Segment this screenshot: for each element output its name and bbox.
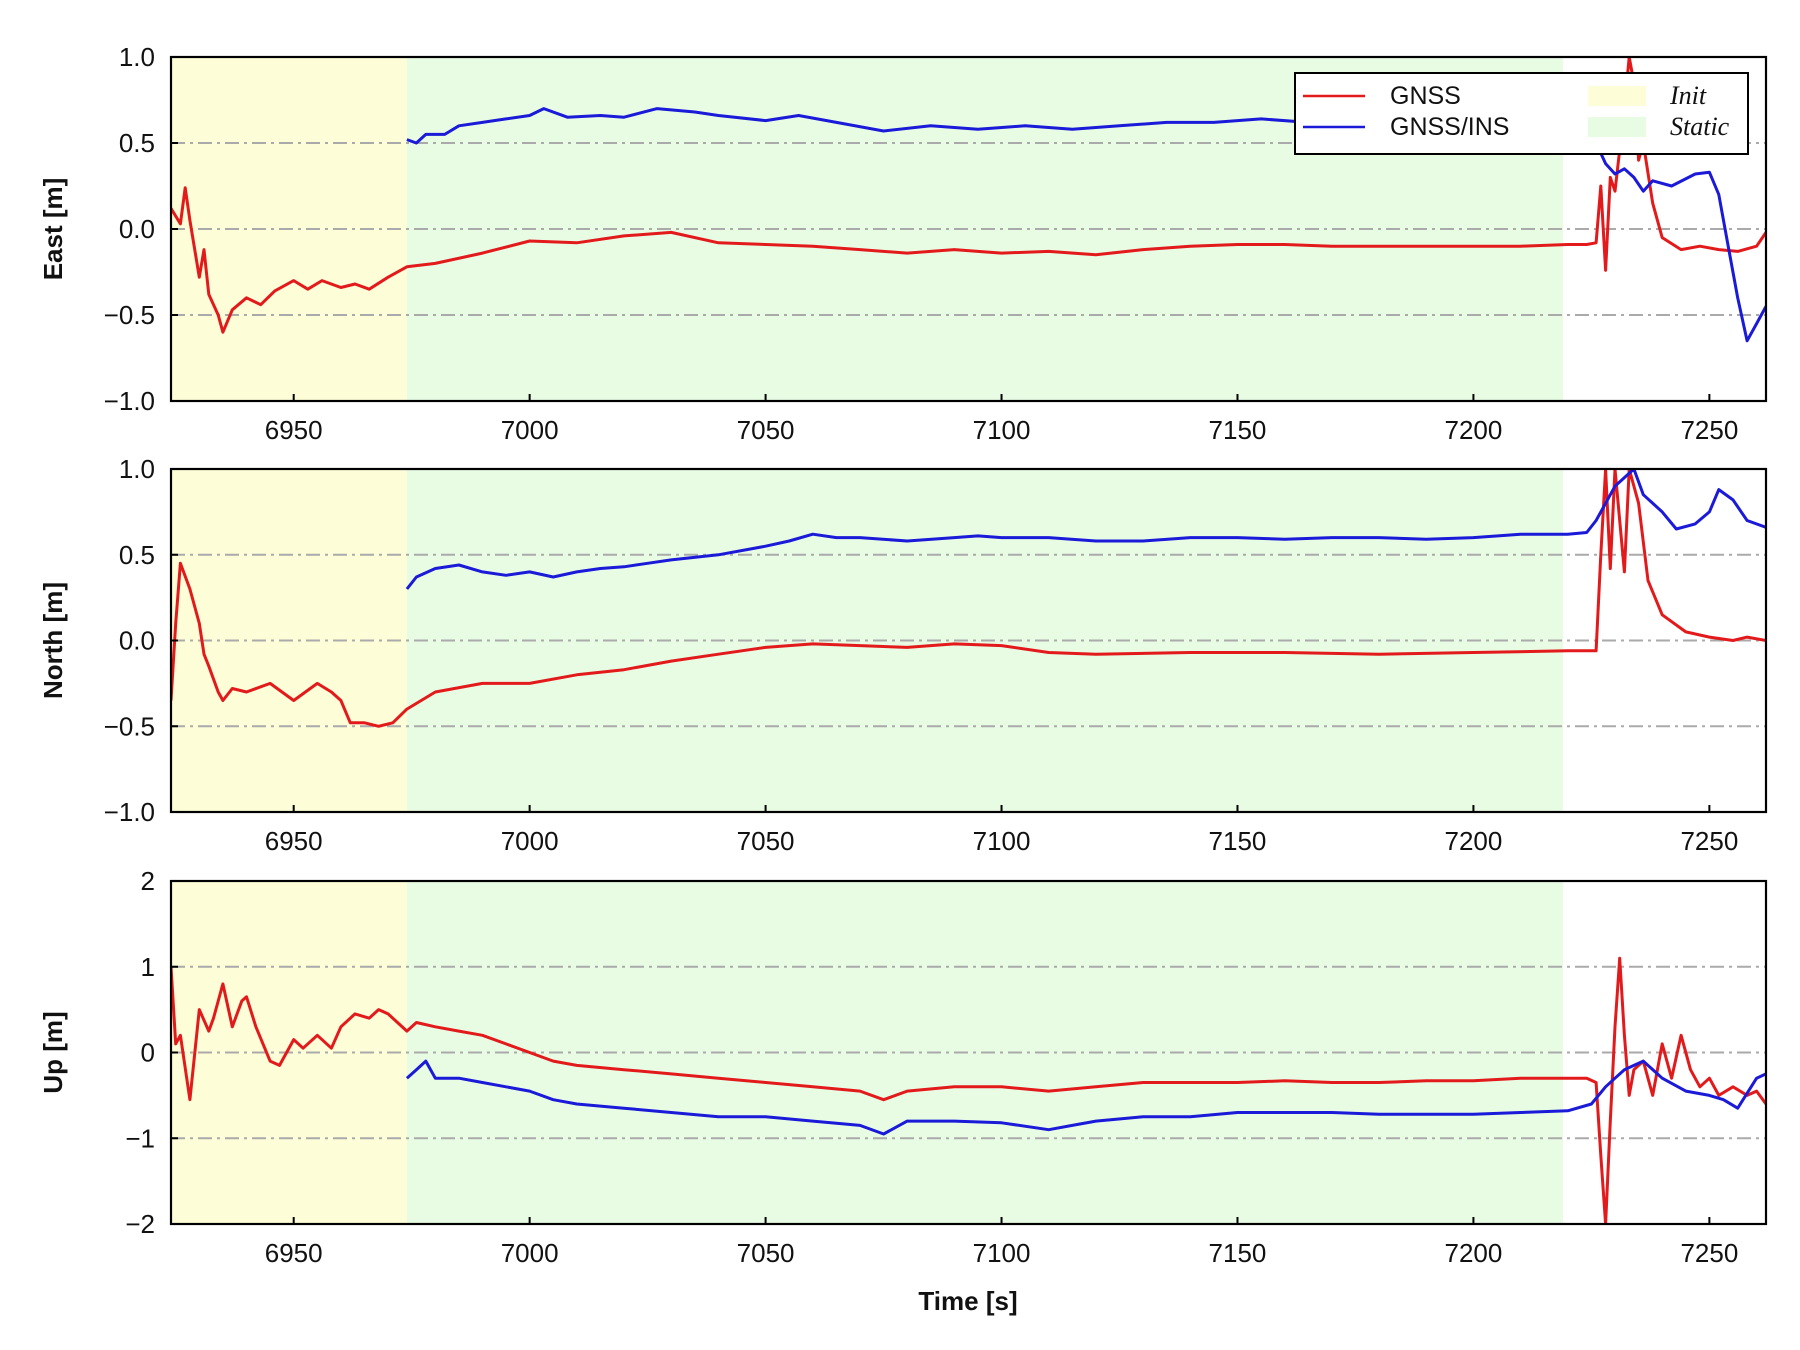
legend-init-swatch xyxy=(1588,86,1646,106)
north-xtick-label: 7100 xyxy=(973,826,1031,856)
north-ytick-label: 0.5 xyxy=(119,540,155,570)
east-ytick-label: −0.5 xyxy=(104,300,155,330)
east-xtick-label: 7150 xyxy=(1209,415,1267,445)
up-ytick-label: −2 xyxy=(125,1209,155,1239)
north-xtick-label: 7000 xyxy=(501,826,559,856)
up-ytick-label: 2 xyxy=(141,866,155,896)
legend-gnssins-label: GNSS/INS xyxy=(1390,113,1509,141)
north-xtick-label: 7150 xyxy=(1209,826,1267,856)
up-ylabel: Up [m] xyxy=(38,1011,68,1093)
east-xtick-label: 7050 xyxy=(737,415,795,445)
east-ytick-label: 0.5 xyxy=(119,128,155,158)
north-ytick-label: 1.0 xyxy=(119,454,155,484)
north-xtick-label: 7200 xyxy=(1445,826,1503,856)
up-ytick-label: 1 xyxy=(141,952,155,982)
north-ytick-label: 0.0 xyxy=(119,626,155,656)
east-ytick-label: 0.0 xyxy=(119,214,155,244)
up-series-gnss xyxy=(171,956,1766,1224)
up-xtick-label: 7100 xyxy=(973,1238,1031,1268)
east-ytick-label: 1.0 xyxy=(119,42,155,72)
north-xtick-label: 7250 xyxy=(1680,826,1738,856)
xlabel: Time [s] xyxy=(918,1286,1017,1316)
north-ylabel: North [m] xyxy=(38,582,68,699)
north-xtick-label: 6950 xyxy=(265,826,323,856)
east-series-gnss-ins xyxy=(406,107,1766,343)
north-series-gnss-ins xyxy=(405,469,1766,590)
north-ytick-label: −0.5 xyxy=(104,711,155,741)
legend-init-label: Init xyxy=(1669,81,1707,110)
up-ytick-label: −1 xyxy=(125,1123,155,1153)
east-ylabel: East [m] xyxy=(38,178,68,281)
up-xtick-label: 7000 xyxy=(501,1238,559,1268)
up-xtick-label: 7050 xyxy=(737,1238,795,1268)
up-xtick-label: 7150 xyxy=(1209,1238,1267,1268)
east-xtick-label: 7000 xyxy=(501,415,559,445)
legend-gnss-label: GNSS xyxy=(1390,82,1461,110)
east-xtick-label: 7100 xyxy=(973,415,1031,445)
up-ytick-label: 0 xyxy=(141,1038,155,1068)
north-ytick-label: −1.0 xyxy=(104,797,155,827)
panel-north: 6950 7000 7050 7100 7150 7200 7250 −1.0 −0.5 0.0 0… xyxy=(38,454,1768,856)
up-series-gnss-ins xyxy=(405,1059,1766,1136)
legend-frame xyxy=(1294,72,1749,155)
legend-static-swatch xyxy=(1588,117,1646,137)
panel-up: 6950 7000 7050 7100 7150 7200 7250 −2 −1 0 1 2 Up [m… xyxy=(38,866,1768,1268)
up-xtick-label: 6950 xyxy=(265,1238,323,1268)
legend: GNSS GNSS/INS Init Static xyxy=(1294,72,1749,155)
east-series-gnss xyxy=(171,57,1766,334)
east-xtick-label: 6950 xyxy=(265,415,323,445)
up-xtick-label: 7250 xyxy=(1680,1238,1738,1268)
east-xtick-label: 7250 xyxy=(1680,415,1738,445)
up-xtick-label: 7200 xyxy=(1445,1238,1503,1268)
legend-static-label: Static xyxy=(1670,112,1730,141)
north-xtick-label: 7050 xyxy=(737,826,795,856)
east-xtick-label: 7200 xyxy=(1445,415,1503,445)
north-series-gnss xyxy=(171,469,1766,728)
east-ytick-label: −1.0 xyxy=(104,386,155,416)
